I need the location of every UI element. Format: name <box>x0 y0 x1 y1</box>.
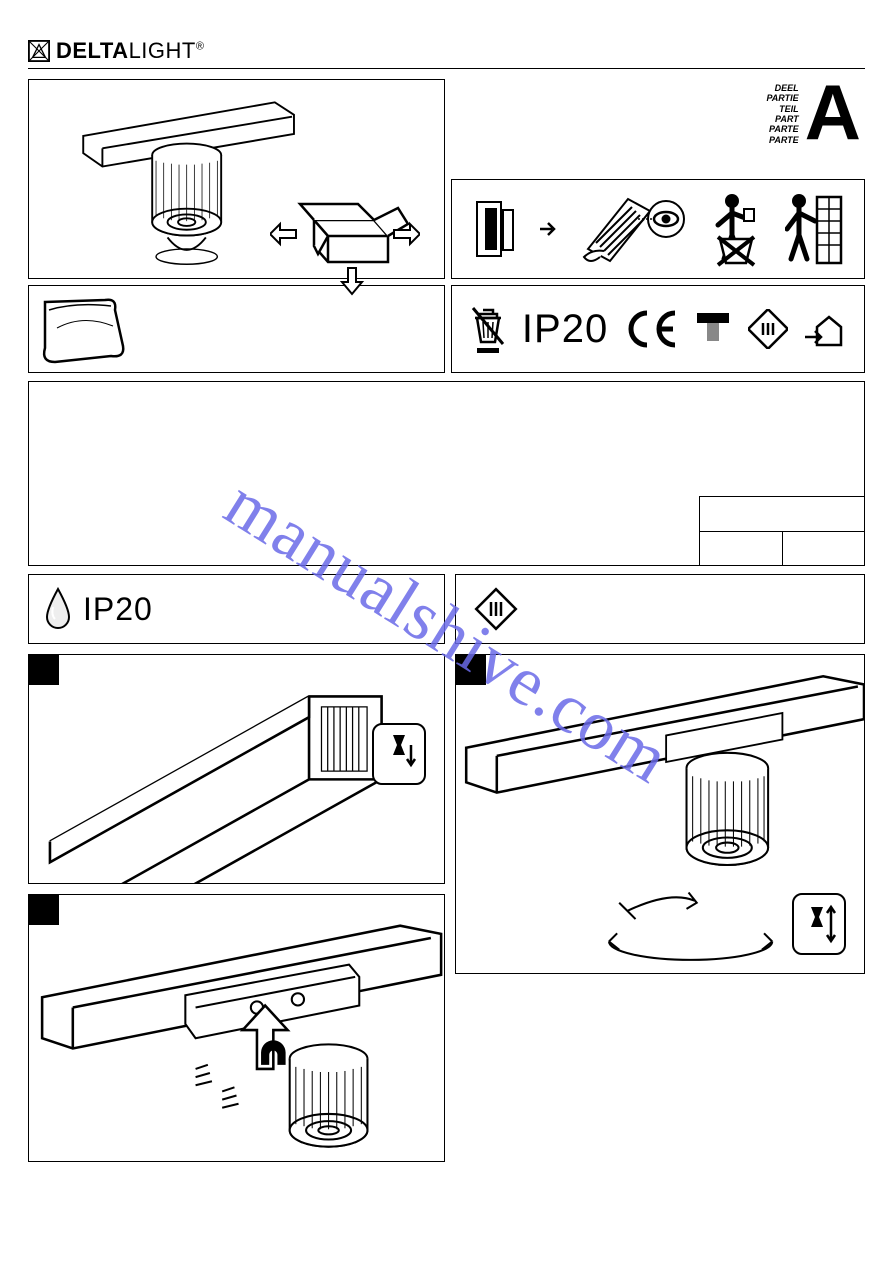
bag-icon <box>35 292 145 368</box>
certifications-panel: IP20 <box>451 285 865 373</box>
ip-row: IP20 <box>28 574 865 644</box>
part-label: DEEL <box>766 83 798 93</box>
ip-rating-panel: IP20 <box>28 574 445 644</box>
no-trash-person-icon <box>712 191 764 267</box>
part-label: PARTIE <box>766 93 798 103</box>
recycling-panel <box>451 179 865 279</box>
class3-icon <box>748 309 788 349</box>
step-number-badge <box>456 655 486 685</box>
brand-reg: ® <box>196 41 205 53</box>
info-sub-table <box>699 496 865 566</box>
steps-grid <box>28 654 865 1162</box>
brand-bold: DELTA <box>56 38 129 63</box>
ip-rating-text: IP20 <box>522 307 608 352</box>
weee-icon <box>469 304 507 354</box>
part-label: PARTE <box>766 124 798 134</box>
open-box-icon <box>270 190 420 300</box>
fixture-insert-icon <box>381 731 417 777</box>
step-2-panel <box>28 894 445 1162</box>
brand-name: DELTALIGHT® <box>56 38 204 64</box>
magnetic-mount-icon <box>29 895 444 1161</box>
page-header: DELTALIGHT® <box>28 38 865 69</box>
part-label: PART <box>766 114 798 124</box>
part-label-panel: DEEL PARTIE TEIL PART PARTE PARTE A <box>451 79 865 174</box>
arrow-right-icon <box>538 219 558 239</box>
insert-down-badge <box>372 723 426 785</box>
part-label: PARTE <box>766 135 798 145</box>
unbox-diagram <box>270 190 420 300</box>
step-3-panel <box>455 654 865 974</box>
step-1-panel <box>28 654 445 884</box>
class-panel <box>455 574 865 644</box>
part-labels: DEEL PARTIE TEIL PART PARTE PARTE <box>766 79 798 145</box>
step-number-badge <box>29 895 59 925</box>
stack-person-icon <box>785 191 843 267</box>
steps-left-column <box>28 654 445 1162</box>
part-letter: A <box>805 79 861 145</box>
brand-logo-icon <box>28 40 50 62</box>
top-section: DEEL PARTIE TEIL PART PARTE PARTE A <box>28 79 865 373</box>
brand-light: LIGHT <box>129 38 196 63</box>
booklet-icon <box>473 194 517 264</box>
ce-mark-icon <box>623 309 679 349</box>
part-label: TEIL <box>766 104 798 114</box>
read-sheet-icon <box>580 191 690 267</box>
step-number-badge <box>29 655 59 685</box>
class3-icon <box>474 587 518 631</box>
fixture-adjust-icon <box>801 901 837 947</box>
adjust-vertical-badge <box>792 893 846 955</box>
indoor-use-icon <box>803 309 847 349</box>
info-panel <box>28 381 865 566</box>
ip-rating-label: IP20 <box>83 591 153 628</box>
water-drop-icon <box>43 587 73 631</box>
ceiling-mount-icon <box>693 309 733 349</box>
